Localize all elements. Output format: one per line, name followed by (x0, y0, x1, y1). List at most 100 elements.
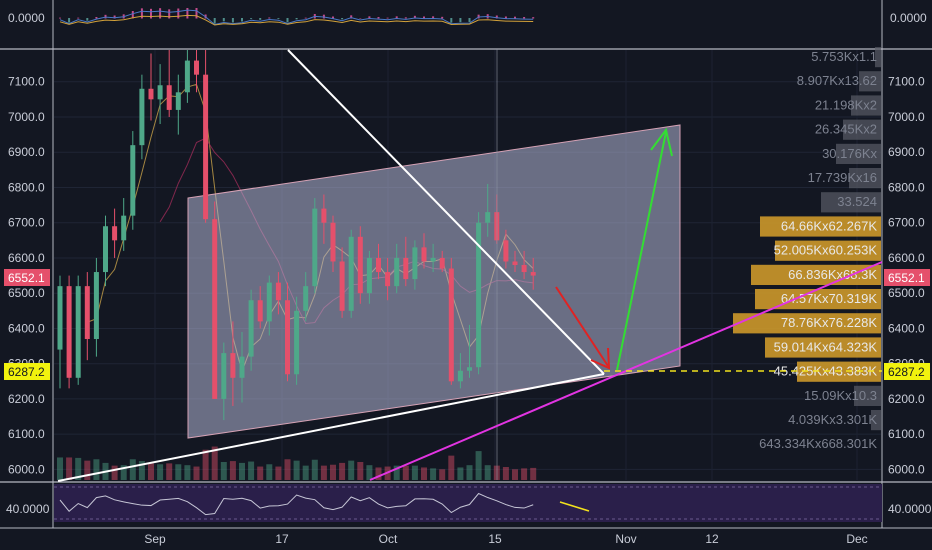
volume-bar (257, 466, 264, 480)
candle-up (121, 198, 127, 251)
macd-bar (213, 18, 216, 24)
candle-body (248, 300, 254, 357)
volume-bar (57, 457, 63, 480)
volume-profile-label: 4.039Kx3.301K (788, 412, 877, 427)
volume-profile-bar (875, 47, 881, 68)
macd-bar (295, 18, 298, 20)
volume-bar (284, 459, 291, 480)
rsi-line (59, 492, 534, 516)
volume-bar (521, 468, 528, 480)
candle-down (257, 286, 263, 329)
x-tick-label: Oct (379, 532, 398, 546)
volume-profile-bar (849, 168, 881, 189)
volume-bars (57, 446, 537, 480)
candle-body (121, 215, 127, 241)
volume-bar (439, 469, 446, 480)
macd-bar (532, 17, 535, 19)
candle-up (221, 342, 227, 421)
candle-up (175, 74, 181, 135)
volume-bar (330, 464, 336, 480)
volume-bar (357, 462, 364, 480)
volume-profile-label: 5.753Kx1.1 (811, 49, 877, 64)
candle-down (285, 282, 290, 382)
x-tick-label: 15 (488, 532, 502, 546)
candle-up (130, 131, 136, 230)
macd-bar (423, 16, 425, 19)
candle-up (348, 229, 354, 318)
volume-bar (75, 457, 82, 480)
left-current-price: 6552.1 (8, 271, 45, 285)
candle-body (457, 370, 463, 382)
x-tick-label: 17 (275, 532, 289, 546)
volume-profile-label: 78.76Kx76.228K (781, 315, 877, 330)
volume-profile-label: 52.005Kx60.253K (774, 243, 878, 258)
volume-bar (129, 459, 136, 480)
right-current-price: 6552.1 (888, 271, 925, 285)
volume-bar (366, 465, 373, 480)
volume-bar (202, 449, 209, 480)
y-tick-right: 6800.0 (888, 180, 925, 194)
candle-up (239, 331, 245, 403)
volume-profile-label: 8.907Kx13.62 (797, 73, 877, 88)
time-axis[interactable]: Sep 17 Oct 15 Nov 12 Dec (144, 532, 867, 546)
volume-profile-label: 643.334Kx668.301K (759, 436, 877, 451)
macd-bar (359, 18, 362, 19)
descending-trendline[interactable] (287, 49, 605, 375)
y-tick-right: 6500.0 (888, 286, 925, 300)
macd-bar (413, 15, 416, 19)
candle-up (303, 272, 309, 322)
candle-down (275, 272, 281, 315)
candle-body (139, 88, 145, 146)
candle-body (512, 261, 518, 265)
candle-body (221, 353, 227, 399)
candle-body (130, 145, 136, 216)
volume-profile-bar (765, 337, 881, 358)
candle-body (75, 286, 81, 378)
macd-bar (304, 17, 307, 19)
candle-body (275, 282, 281, 301)
ascending-trendline[interactable] (57, 373, 605, 482)
volume-bar (311, 459, 318, 480)
volume-bar (530, 467, 537, 480)
macd-bar (131, 11, 134, 19)
volume-bar (66, 457, 73, 480)
macd-bar (523, 17, 526, 19)
macd-bar (286, 18, 289, 23)
volume-profile-bar (836, 143, 881, 164)
price-axis[interactable]: 6000.06000.06100.06100.06200.06200.06300… (8, 75, 925, 477)
rsi-left-value: 40.0000 (6, 502, 50, 516)
candle-up (157, 64, 163, 125)
y-tick-right: 6700.0 (888, 216, 925, 230)
macd-bar (468, 18, 471, 22)
y-tick-right: 7000.0 (888, 110, 925, 124)
volume-bar (466, 465, 473, 480)
macd-bar (459, 18, 462, 23)
macd-bar (95, 17, 98, 19)
green-arrow (616, 127, 673, 371)
candle-down (230, 321, 236, 406)
candle-body (521, 265, 527, 273)
y-tick-right: 6100.0 (888, 427, 925, 441)
volume-bar (166, 463, 173, 480)
candle-up (457, 353, 463, 389)
y-tick-left: 6600.0 (8, 251, 45, 265)
volume-bar (512, 469, 518, 480)
volume-profile-label: 21.198Kx2 (815, 97, 877, 112)
candle-up (366, 250, 372, 304)
volume-profile-label: 64.66Kx62.267K (781, 218, 877, 233)
volume-profile-label: 26.345Kx2 (815, 122, 877, 137)
candle-body (266, 282, 272, 322)
volume-bar (348, 460, 355, 480)
candle-up (412, 240, 418, 290)
volume-bar (448, 455, 455, 480)
volume-profile-label: 30.176Kx (822, 146, 877, 161)
volume-bar (175, 464, 182, 480)
macd-bar (332, 16, 334, 19)
volume-profile-bar (821, 192, 881, 213)
left-support-price: 6287.2 (8, 365, 45, 379)
volume-profile-bar (733, 313, 881, 334)
candle-up (248, 289, 254, 371)
volume-bar (339, 462, 346, 480)
rsi-pane: 40.0000 40.0000 (6, 484, 932, 522)
